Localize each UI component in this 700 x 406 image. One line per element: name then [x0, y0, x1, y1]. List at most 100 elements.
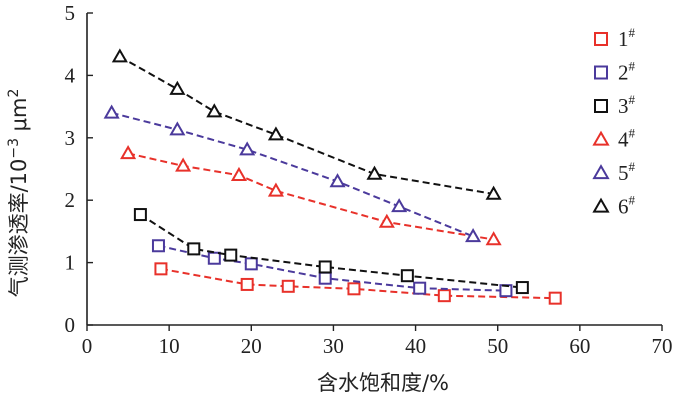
legend-item-2: 2#	[594, 59, 636, 85]
series-3-point	[515, 281, 529, 295]
series-6	[111, 48, 502, 200]
legend-item-6: 6#	[592, 193, 636, 219]
legend-label-sup: #	[629, 126, 636, 141]
legend-label-6: 6#	[618, 193, 636, 219]
y-tick-label: 0	[65, 313, 76, 337]
series-1-line	[160, 267, 556, 300]
series-3-point	[133, 208, 147, 222]
series-5	[103, 104, 482, 243]
legend-label-1: 1#	[618, 25, 636, 51]
y-axis-label-unit-exp: 2	[6, 89, 22, 98]
series-1-point	[240, 277, 254, 291]
x-tick-label: 20	[241, 334, 262, 358]
series-2-point	[207, 251, 221, 265]
legend-label-number: 5	[618, 161, 629, 185]
series-6-point	[366, 165, 383, 180]
legend: 1#2#3#4#5#6#	[592, 25, 636, 219]
series-5-point	[169, 121, 186, 136]
legend-label-sup: #	[629, 92, 636, 107]
series-4	[120, 145, 502, 246]
series-2-line	[158, 244, 506, 292]
legend-marker-6	[592, 197, 610, 213]
series-1-point	[154, 262, 168, 276]
legend-marker-1	[594, 32, 608, 46]
series-6-point	[267, 126, 284, 141]
series-6-point	[485, 185, 502, 200]
legend-item-1: 1#	[594, 25, 636, 51]
series-3-line	[139, 213, 523, 289]
series-4-point	[485, 231, 502, 246]
x-tick-label: 0	[82, 334, 93, 358]
x-axis-label: 含水饱和度/%	[317, 371, 449, 395]
y-axis-label-unit: μm	[7, 97, 31, 138]
y-tick-label: 5	[65, 1, 76, 25]
series-2-point	[151, 239, 165, 253]
legend-label-number: 6	[618, 195, 629, 219]
y-tick-label: 2	[65, 188, 76, 212]
y-axis-label-exp: −3	[6, 138, 22, 159]
legend-label-sup: #	[629, 25, 636, 40]
legend-label-number: 1	[618, 27, 629, 51]
legend-label-number: 4	[618, 128, 629, 152]
legend-label-4: 4#	[618, 126, 636, 152]
legend-marker-2	[594, 65, 608, 80]
series-5-point	[239, 141, 256, 156]
x-tick-label: 40	[405, 334, 426, 358]
legend-label-5: 5#	[618, 159, 636, 185]
legend-label-number: 3	[618, 94, 629, 118]
series-3-point	[187, 242, 201, 256]
series-3-point	[318, 260, 332, 274]
legend-label-2: 2#	[618, 59, 636, 85]
series-4-point	[120, 145, 137, 160]
series-1-point	[281, 279, 295, 293]
series-5-line	[111, 111, 474, 238]
y-axis-label: 气测渗透率/10−3 μm2	[6, 89, 31, 298]
axis-labels: 含水饱和度/% 气测渗透率/10−3 μm2	[6, 89, 449, 395]
series-6-point	[111, 48, 128, 63]
series-6-point	[206, 103, 223, 118]
legend-label-number: 2	[618, 61, 629, 85]
series-6-line	[119, 55, 494, 195]
series-1-point	[548, 291, 562, 305]
series-5-point	[465, 228, 482, 243]
y-axis-label-main: 气测渗透率/10	[7, 159, 31, 298]
legend-marker-4	[592, 130, 610, 146]
x-tick-label: 70	[652, 334, 673, 358]
series-4-line	[127, 152, 494, 241]
series-2-point	[318, 271, 332, 285]
legend-label-sup: #	[629, 193, 636, 208]
legend-item-4: 4#	[592, 126, 636, 152]
series-6-point	[169, 80, 186, 95]
series-5-point	[391, 198, 408, 213]
legend-label-sup: #	[629, 159, 636, 174]
y-tick-label: 1	[65, 251, 76, 275]
legend-marker-3	[594, 99, 608, 113]
series-3-point	[224, 248, 238, 262]
series-2-point	[413, 281, 427, 295]
legend-label-sup: #	[629, 59, 636, 74]
series-5-point	[329, 173, 346, 188]
x-tick-label: 10	[159, 334, 180, 358]
series-1-point	[437, 289, 451, 303]
y-tick-label: 3	[65, 126, 76, 150]
x-tick-label: 50	[487, 334, 508, 358]
series-3-point	[400, 269, 414, 283]
x-tick-label: 60	[569, 334, 590, 358]
x-tick-label: 30	[323, 334, 344, 358]
series-1-point	[347, 282, 361, 296]
series-4-point	[378, 213, 395, 228]
series-2-point	[244, 257, 258, 271]
legend-item-5: 5#	[592, 159, 636, 185]
legend-marker-5	[592, 164, 610, 180]
series-3	[133, 208, 529, 295]
legend-label-3: 3#	[618, 92, 636, 118]
series-1	[154, 262, 562, 305]
series-layer	[103, 48, 562, 305]
series-5-point	[103, 104, 120, 119]
series-4-point	[230, 166, 248, 181]
legend-item-3: 3#	[594, 92, 636, 118]
y-tick-label: 4	[65, 63, 76, 87]
series-4-point	[175, 157, 192, 172]
